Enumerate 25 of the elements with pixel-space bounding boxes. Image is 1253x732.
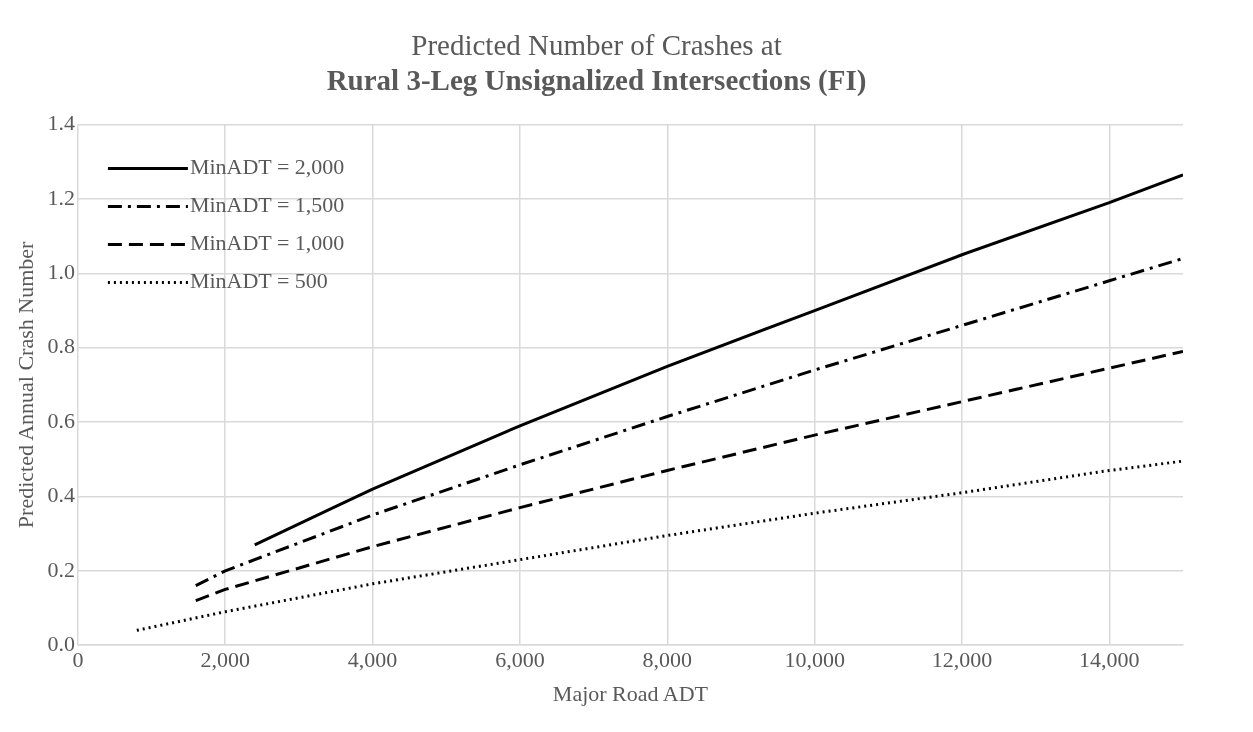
y-tick-label: 0.4 xyxy=(47,482,75,508)
x-tick-label: 14,000 xyxy=(1079,647,1140,673)
y-tick-label: 0.6 xyxy=(47,407,75,433)
y-tick-label: 0.2 xyxy=(47,556,75,582)
y-axis-title: Predicted Annual Crash Number xyxy=(12,240,38,529)
y-tick-label: 0.0 xyxy=(47,630,75,656)
x-tick-label: 2,000 xyxy=(200,647,250,673)
chart-subtitle: Rural 3-Leg Unsignalized Intersections (FI) xyxy=(326,63,867,97)
x-tick-label: 10,000 xyxy=(784,647,845,673)
x-tick-label: 8,000 xyxy=(642,647,693,673)
chart-title: Predicted Number of Crashes at xyxy=(411,29,782,62)
x-tick-label: 6,000 xyxy=(495,647,545,673)
legend-label: MinADT = 1,500 xyxy=(189,192,345,218)
legend-label: MinADT = 500 xyxy=(189,268,328,294)
y-tick-label: 1.0 xyxy=(47,259,75,285)
y-tick-label: 1.2 xyxy=(47,184,75,210)
line-series xyxy=(135,459,1183,632)
legend-label: MinADT = 1,000 xyxy=(189,230,345,256)
x-tick-label: 12,000 xyxy=(931,647,993,673)
legend-label: MinADT = 2,000 xyxy=(189,154,345,180)
y-tick-label: 0.8 xyxy=(47,333,75,359)
y-tick-label: 1.4 xyxy=(47,110,75,136)
line-series xyxy=(194,349,1183,603)
x-axis-title: Major Road ADT xyxy=(552,680,709,706)
x-tick-label: 4,000 xyxy=(347,647,398,673)
